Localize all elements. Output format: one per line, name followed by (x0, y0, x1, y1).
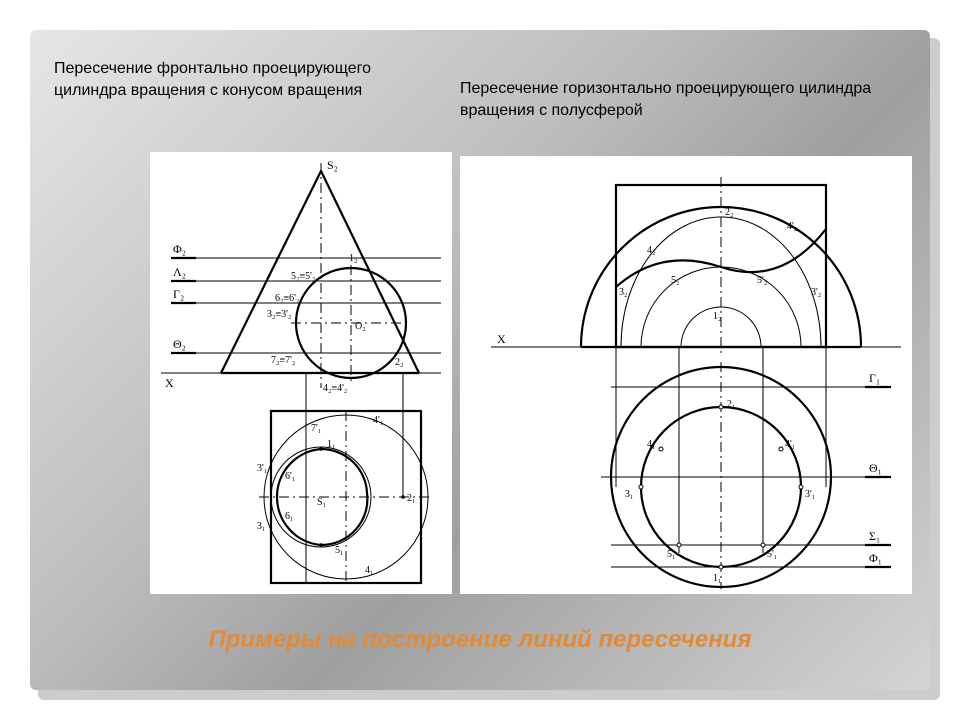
stage: Пересечение фронтально проецирующего цил… (0, 0, 960, 720)
rb-4-1: 4₁ (647, 439, 656, 450)
rb-3p-1: 3'₁ (805, 489, 815, 500)
gamma1: Γ₁ (869, 371, 880, 385)
aux-phi2: Φ₂ (173, 242, 186, 256)
b-6p-1: 6'₁ (285, 471, 295, 482)
aux-gamma2: Γ₂ (173, 287, 184, 301)
pt-7-2: 7₂≡7'₂ (271, 355, 295, 366)
b-3-1: 3₁ (257, 521, 266, 532)
b-5-1: 5₁ (335, 545, 344, 556)
s1-label: S₁ (317, 497, 326, 508)
right-diagram-svg: X 2₂ 4₂ 4'₂ 5₂ 5'₂ 3₂ (461, 157, 911, 593)
rb-2-1: 2₁ (727, 399, 736, 410)
r-2-2: 2₂ (725, 207, 734, 218)
aux-theta2: Θ₂ (173, 337, 186, 351)
r-3p-2: 3'₂ (811, 287, 821, 298)
b-2-1: 2₁ (407, 493, 416, 504)
x-axis-label-r: X (497, 332, 506, 346)
heading-left: Пересечение фронтально проецирующего цил… (54, 58, 414, 101)
pt-2-2: 2₂ (395, 357, 404, 368)
phi1: Φ₁ (869, 551, 882, 565)
apex-label: S₂ (327, 158, 338, 172)
r-5p-2: 5'₂ (757, 275, 767, 286)
left-diagram-svg: X S₂ Φ₂ Λ₂ Γ₂ (151, 153, 451, 593)
left-diagram-panel: X S₂ Φ₂ Λ₂ Γ₂ (150, 152, 452, 594)
b-4-1: 4₁ (365, 565, 374, 576)
theta1: Θ₁ (869, 461, 882, 475)
sigma1: Σ₁ (869, 529, 880, 543)
r-4p-2: 4'₂ (787, 221, 797, 232)
r-1-2: 1₂ (713, 311, 722, 322)
o2-label: O₂ (355, 321, 366, 332)
x-axis-label: X (165, 376, 174, 390)
aux-lambda2: Λ₂ (173, 265, 186, 279)
slide-card: Пересечение фронтально проецирующего цил… (30, 30, 930, 690)
r-5-2: 5₂ (671, 275, 680, 286)
pt-3-2: 3₂≡3'₂ (267, 309, 291, 320)
pt-5-2: 5₂≡5'₂ (291, 271, 315, 282)
rb-4p-1: 4'₁ (785, 439, 795, 450)
heading-right: Пересечение горизонтально проецирующего … (460, 78, 890, 121)
pt-1-2: 1₂ (349, 253, 358, 264)
r-3-2: 3₂ (619, 287, 628, 298)
pt-6-2: 6₂≡6'₂ (275, 293, 299, 304)
right-diagram-panel: X 2₂ 4₂ 4'₂ 5₂ 5'₂ 3₂ (460, 156, 912, 594)
rb-3-1: 3₁ (625, 489, 634, 500)
rb-5p-1: 5'₁ (767, 549, 777, 560)
b-7p-1: 7'₁ (311, 423, 321, 434)
rb-1-1: 1₁ (713, 573, 722, 584)
rb-5-1: 5₁ (667, 549, 676, 560)
r-4-2: 4₂ (647, 245, 656, 256)
b-1-1: 1₁ (327, 439, 336, 450)
b-4p-1: 4'₁ (373, 415, 383, 426)
footer-title: Примеры на построение линий пересечения (30, 626, 930, 654)
pt-4-2: 4₂≡4'₂ (323, 383, 347, 394)
b-6-1: 6₁ (285, 511, 294, 522)
b-3p-1: 3'₁ (257, 463, 267, 474)
